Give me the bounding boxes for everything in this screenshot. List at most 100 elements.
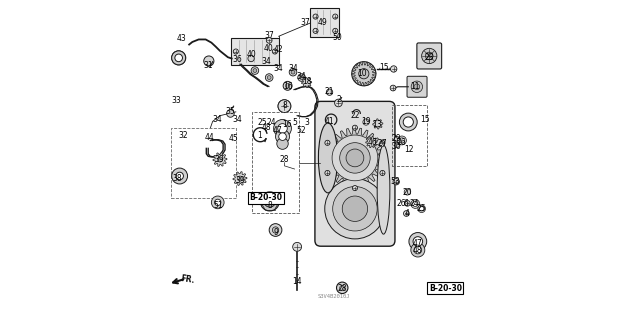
Circle shape: [414, 246, 422, 254]
Text: 28: 28: [337, 284, 347, 293]
Circle shape: [227, 110, 234, 117]
Circle shape: [422, 48, 437, 63]
Text: 29: 29: [392, 134, 401, 143]
Text: 14: 14: [292, 277, 302, 286]
Text: 34: 34: [288, 64, 298, 73]
Circle shape: [251, 67, 259, 74]
Circle shape: [274, 120, 291, 137]
Text: 32: 32: [179, 131, 188, 140]
Circle shape: [268, 76, 271, 79]
Text: 26: 26: [396, 137, 406, 146]
Text: 8: 8: [282, 101, 287, 110]
FancyBboxPatch shape: [315, 101, 395, 246]
Circle shape: [283, 81, 292, 90]
Text: 16: 16: [283, 82, 292, 91]
Circle shape: [346, 149, 364, 167]
Text: 25: 25: [257, 117, 267, 127]
Circle shape: [399, 138, 404, 144]
Text: 18: 18: [302, 77, 312, 86]
Text: 1: 1: [257, 131, 262, 140]
Text: 34: 34: [261, 56, 271, 65]
Circle shape: [333, 28, 338, 33]
Polygon shape: [352, 62, 376, 86]
Circle shape: [380, 142, 385, 147]
Text: 47: 47: [272, 126, 282, 135]
Text: 43: 43: [177, 34, 187, 43]
Text: 4: 4: [405, 209, 410, 218]
Text: 41: 41: [324, 117, 334, 126]
Circle shape: [413, 237, 422, 246]
Circle shape: [413, 201, 418, 206]
Circle shape: [172, 51, 186, 65]
Text: 36: 36: [232, 55, 243, 64]
Text: 35: 35: [225, 108, 236, 116]
Circle shape: [411, 243, 425, 257]
Text: 45: 45: [228, 134, 239, 143]
Circle shape: [172, 51, 186, 65]
Circle shape: [172, 168, 188, 184]
Text: 52: 52: [296, 126, 306, 135]
Circle shape: [234, 49, 238, 54]
Text: 42: 42: [274, 45, 284, 55]
Text: 8: 8: [268, 201, 272, 210]
Circle shape: [394, 143, 399, 148]
Text: 37: 37: [264, 31, 274, 40]
Ellipse shape: [319, 123, 337, 193]
Circle shape: [266, 74, 273, 81]
Circle shape: [313, 28, 318, 33]
Text: 6: 6: [403, 199, 408, 208]
Polygon shape: [365, 137, 377, 148]
Circle shape: [332, 135, 378, 181]
Circle shape: [248, 55, 254, 62]
Text: 24: 24: [267, 117, 276, 127]
Circle shape: [266, 38, 272, 43]
FancyBboxPatch shape: [417, 43, 442, 69]
Circle shape: [399, 138, 404, 143]
Ellipse shape: [377, 145, 390, 234]
Text: 31: 31: [204, 61, 213, 70]
Text: 15: 15: [420, 115, 429, 124]
Text: 37: 37: [301, 19, 310, 27]
FancyBboxPatch shape: [231, 38, 279, 65]
Circle shape: [340, 285, 345, 290]
Text: 38: 38: [172, 174, 182, 183]
Circle shape: [419, 206, 424, 211]
Circle shape: [411, 199, 420, 208]
Circle shape: [363, 119, 369, 125]
Circle shape: [273, 49, 278, 54]
Text: 40: 40: [246, 50, 256, 59]
Text: 27: 27: [377, 139, 387, 148]
Text: B-20-30: B-20-30: [429, 284, 462, 293]
Text: 39: 39: [214, 155, 224, 164]
Circle shape: [337, 282, 348, 293]
Circle shape: [253, 69, 257, 72]
Text: 39: 39: [236, 176, 246, 185]
Circle shape: [326, 89, 333, 95]
Text: 44: 44: [205, 133, 214, 142]
Circle shape: [353, 186, 358, 191]
Circle shape: [278, 123, 287, 133]
Text: 21: 21: [324, 87, 334, 96]
Circle shape: [394, 136, 399, 141]
Text: 12: 12: [404, 145, 413, 154]
Circle shape: [393, 179, 399, 185]
Text: 19: 19: [361, 117, 371, 126]
Circle shape: [397, 136, 406, 145]
Text: 26: 26: [396, 199, 406, 208]
Text: 20: 20: [403, 188, 412, 197]
Circle shape: [175, 54, 182, 62]
Circle shape: [404, 211, 409, 216]
Text: 33: 33: [172, 96, 181, 105]
Text: 46: 46: [367, 137, 378, 146]
Text: 3: 3: [305, 117, 310, 127]
Polygon shape: [213, 152, 227, 167]
Polygon shape: [233, 172, 247, 185]
Polygon shape: [324, 128, 385, 188]
Circle shape: [291, 70, 295, 74]
Bar: [252, 112, 299, 213]
FancyBboxPatch shape: [407, 76, 427, 97]
Circle shape: [269, 224, 282, 236]
Circle shape: [176, 172, 184, 180]
Circle shape: [325, 140, 330, 145]
Circle shape: [411, 81, 422, 93]
